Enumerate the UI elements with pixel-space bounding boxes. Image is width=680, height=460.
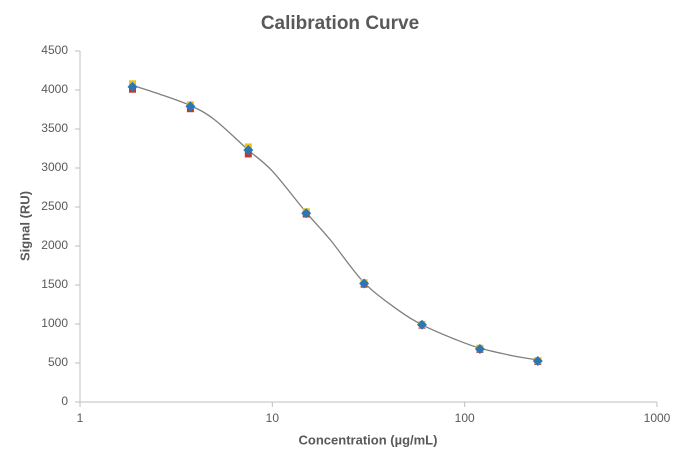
- data-point: [359, 278, 370, 289]
- data-point: [185, 101, 196, 112]
- data-point: [474, 343, 485, 354]
- x-tick-label: 10: [266, 411, 280, 425]
- x-tick-label: 100: [455, 411, 475, 425]
- y-tick-label: 0: [61, 394, 68, 408]
- fit-curve: [132, 84, 538, 361]
- y-axis-title: Signal (RU): [17, 191, 32, 261]
- y-tick-label: 3000: [41, 160, 68, 174]
- data-point: [127, 81, 138, 92]
- data-point: [301, 208, 312, 219]
- data-point: [243, 145, 254, 156]
- x-tick-label: 1: [77, 411, 84, 425]
- y-tick-label: 2500: [41, 199, 68, 213]
- data-point: [416, 319, 427, 330]
- y-tick-label: 4000: [41, 82, 68, 96]
- y-tick-label: 3500: [41, 121, 68, 135]
- y-tick-label: 4500: [41, 43, 68, 57]
- data-point: [532, 356, 543, 367]
- x-axis-title: Concentration (µg/mL): [299, 432, 438, 447]
- chart-title: Calibration Curve: [261, 13, 419, 34]
- y-tick-label: 1000: [41, 316, 68, 330]
- y-tick-label: 1500: [41, 277, 68, 291]
- y-tick-label: 2000: [41, 238, 68, 252]
- x-tick-label: 1000: [644, 411, 671, 425]
- y-tick-label: 500: [48, 355, 68, 369]
